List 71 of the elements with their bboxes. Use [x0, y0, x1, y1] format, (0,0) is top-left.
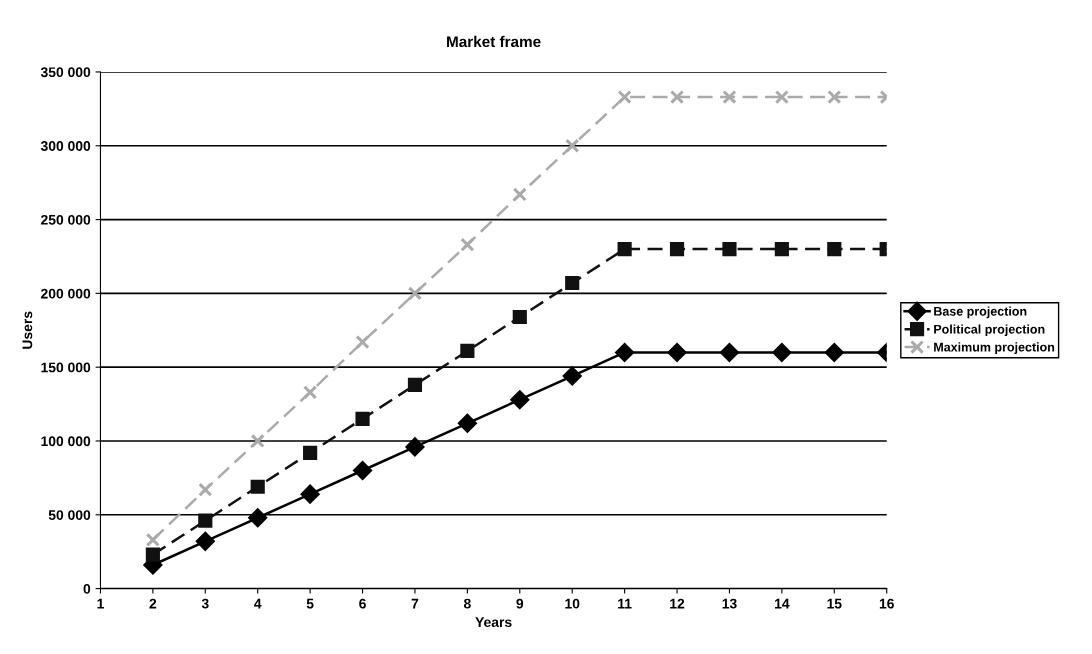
point	[145, 532, 160, 547]
point	[667, 343, 687, 362]
y-tick-label: 300 000	[40, 141, 91, 151]
x-tick-label: 2	[149, 598, 157, 609]
x-tick-label: 5	[306, 598, 314, 609]
point	[669, 89, 685, 105]
point	[562, 366, 582, 386]
point	[250, 479, 265, 494]
point	[407, 377, 423, 392]
point	[824, 343, 844, 362]
point	[303, 445, 318, 460]
x-tick-label: 7	[411, 598, 419, 609]
point	[512, 187, 527, 202]
x-axis-title: Years	[475, 617, 512, 628]
point	[772, 343, 792, 362]
chart-title: Market frame	[447, 35, 541, 48]
point	[720, 343, 739, 362]
x-tick-label: 12	[670, 598, 685, 609]
point	[195, 531, 215, 551]
y-tick-label: 50 000	[48, 510, 91, 520]
point	[565, 275, 580, 291]
point	[145, 547, 160, 562]
point	[407, 286, 423, 301]
point	[355, 334, 370, 350]
point	[722, 241, 737, 257]
point	[827, 241, 842, 257]
point	[300, 484, 320, 504]
y-tick-label: 0	[83, 583, 91, 594]
x-tick-label: 16	[879, 598, 894, 609]
point	[248, 508, 268, 528]
y-tick-label: 350 000	[40, 67, 91, 78]
x-tick-label: 3	[201, 598, 209, 609]
x-tick-label: 15	[827, 598, 842, 609]
point	[617, 89, 632, 105]
point	[355, 411, 370, 426]
point	[457, 413, 477, 433]
point	[460, 343, 475, 359]
x-tick-label: 9	[516, 598, 524, 609]
point	[827, 89, 842, 105]
point	[303, 385, 318, 400]
x-tick-label: 6	[359, 598, 366, 609]
point	[774, 89, 789, 105]
point	[198, 482, 213, 497]
point	[512, 309, 527, 325]
point	[250, 433, 265, 449]
x-tick-label: 11	[618, 598, 632, 609]
point	[617, 241, 632, 257]
legend-label: Maximum projection	[934, 342, 1055, 354]
x-tick-label: 1	[97, 598, 104, 609]
x-tick-label: 10	[565, 598, 580, 609]
point	[774, 241, 789, 257]
point	[722, 89, 737, 105]
x-tick-label: 14	[775, 598, 790, 609]
legend-label: Political projection	[934, 324, 1045, 337]
point	[405, 437, 425, 457]
point	[460, 237, 475, 252]
point	[510, 390, 530, 410]
point	[198, 513, 213, 528]
point	[669, 241, 685, 257]
y-tick-label: 250 000	[41, 214, 91, 225]
legend-label: Base projection	[934, 306, 1027, 319]
y-tick-label: 200 000	[41, 288, 91, 299]
point	[353, 461, 372, 480]
point	[565, 138, 580, 153]
x-tick-label: 8	[463, 598, 471, 609]
y-tick-label: 100 000	[41, 436, 91, 447]
x-tick-label: 4	[254, 598, 262, 609]
y-tick-label: 150 000	[41, 362, 91, 373]
x-tick-label: 13	[722, 598, 737, 609]
point	[615, 343, 635, 362]
y-axis-title: Users	[22, 311, 33, 349]
